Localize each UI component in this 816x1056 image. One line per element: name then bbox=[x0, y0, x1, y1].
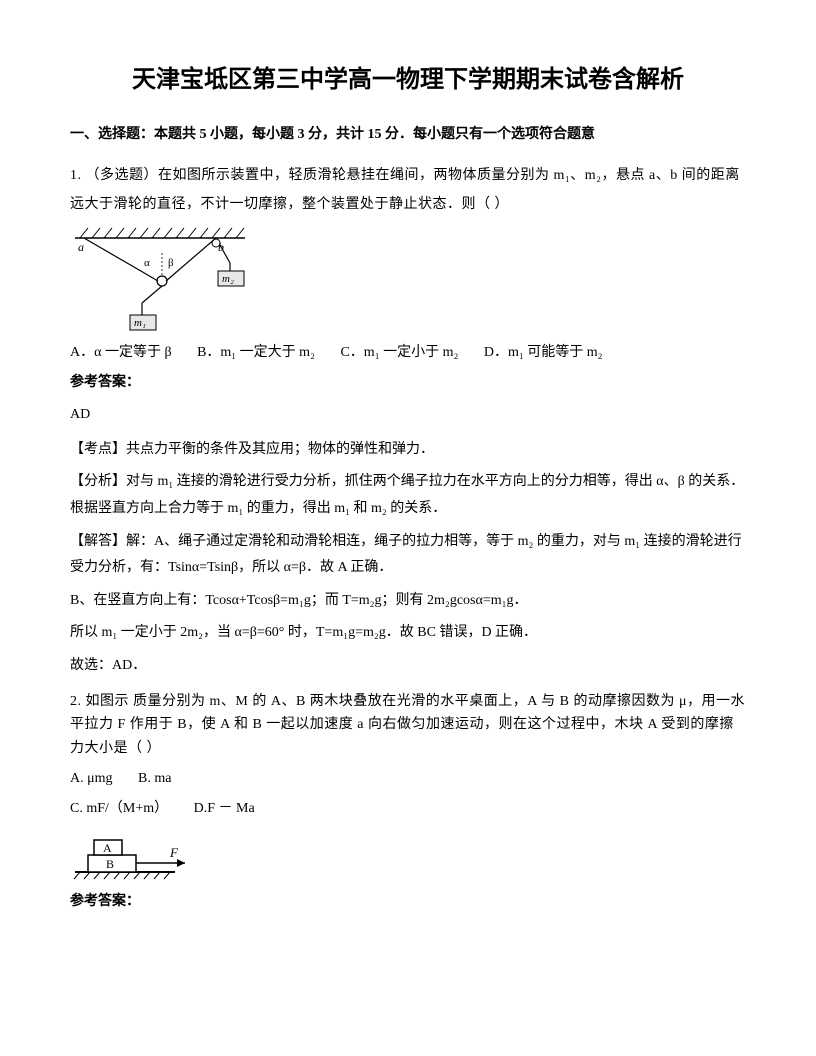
q2-diagram: B A F bbox=[70, 827, 746, 882]
question-2: 2. 如图示 质量分别为 m、M 的 A、B 两木块叠放在光滑的水平桌面上，A … bbox=[70, 690, 746, 914]
section-heading: 一、选择题：本题共 5 小题，每小题 3 分，共计 15 分．每小题只有一个选项… bbox=[70, 123, 746, 147]
question-1: 1. （多选题）在如图所示装置中，轻质滑轮悬挂在绳间，两物体质量分别为 m₁、m… bbox=[70, 161, 746, 680]
label-beta: β bbox=[168, 257, 174, 269]
q2-option-a: A. μmg bbox=[70, 767, 113, 791]
q1-analysis-p1: 【考点】共点力平衡的条件及其应用；物体的弹性和弹力． bbox=[70, 437, 746, 464]
q2-body: 如图示 质量分别为 m、M 的 A、B 两木块叠放在光滑的水平桌面上，A 与 B… bbox=[70, 694, 745, 757]
q1-answer-label: 参考答案： bbox=[70, 371, 746, 395]
label-F: F bbox=[169, 845, 179, 860]
q1-option-b: B．m₁ 一定大于 m₂ bbox=[197, 341, 315, 365]
q2-option-b: B. ma bbox=[138, 767, 171, 791]
q1-diagram: a b α β m₁ m₂ bbox=[70, 223, 746, 333]
q1-answer: AD bbox=[70, 403, 746, 427]
q1-analysis-p4: B、在竖直方向上有：Tcosα+Tcosβ=m₁g；而 T=m₂g；则有 2m₂… bbox=[70, 588, 746, 615]
label-alpha: α bbox=[144, 257, 150, 269]
q1-option-d: D．m₁ 可能等于 m₂ bbox=[484, 341, 603, 365]
q2-answer-label: 参考答案： bbox=[70, 890, 746, 914]
q1-option-c: C．m₁ 一定小于 m₂ bbox=[340, 341, 458, 365]
q1-text: 1. （多选题）在如图所示装置中，轻质滑轮悬挂在绳间，两物体质量分别为 m₁、m… bbox=[70, 161, 746, 220]
q1-analysis-p5: 所以 m₁ 一定小于 2m₂，当 α=β=60° 时，T=m₁g=m₂g．故 B… bbox=[70, 620, 746, 647]
q1-analysis: 【考点】共点力平衡的条件及其应用；物体的弹性和弹力． 【分析】对与 m₁ 连接的… bbox=[70, 437, 746, 680]
label-m2: m₂ bbox=[222, 273, 234, 285]
q1-option-a: A．α 一定等于 β bbox=[70, 341, 172, 365]
label-B: B bbox=[106, 857, 114, 871]
label-a: a bbox=[78, 240, 84, 254]
q2-option-c: C. mF/（M+m） bbox=[70, 797, 168, 821]
label-m1: m₁ bbox=[134, 317, 146, 329]
q2-options: A. μmg B. ma C. mF/（M+m） D.F － Ma bbox=[70, 767, 746, 821]
q1-analysis-p6: 故选：AD． bbox=[70, 653, 746, 680]
q2-text: 2. 如图示 质量分别为 m、M 的 A、B 两木块叠放在光滑的水平桌面上，A … bbox=[70, 690, 746, 761]
q1-analysis-p3: 【解答】解：A、绳子通过定滑轮和动滑轮相连，绳子的拉力相等，等于 m₂ 的重力，… bbox=[70, 529, 746, 582]
label-A: A bbox=[103, 841, 112, 855]
page-title: 天津宝坻区第三中学高一物理下学期期末试卷含解析 bbox=[70, 60, 746, 101]
q2-number: 2. bbox=[70, 694, 82, 709]
q2-option-d: D.F － Ma bbox=[194, 797, 255, 821]
q1-number: 1. bbox=[70, 168, 82, 183]
q1-options: A．α 一定等于 β B．m₁ 一定大于 m₂ C．m₁ 一定小于 m₂ D．m… bbox=[70, 341, 746, 365]
q1-analysis-p2: 【分析】对与 m₁ 连接的滑轮进行受力分析，抓住两个绳子拉力在水平方向上的分力相… bbox=[70, 469, 746, 522]
q1-body: （多选题）在如图所示装置中，轻质滑轮悬挂在绳间，两物体质量分别为 m₁、m₂，悬… bbox=[70, 168, 740, 212]
